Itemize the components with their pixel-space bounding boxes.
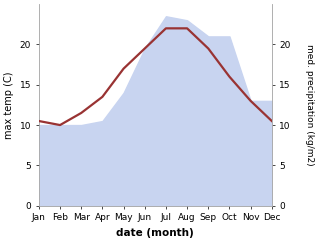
Y-axis label: med. precipitation (kg/m2): med. precipitation (kg/m2)	[305, 44, 314, 166]
X-axis label: date (month): date (month)	[116, 228, 194, 238]
Y-axis label: max temp (C): max temp (C)	[4, 71, 14, 139]
